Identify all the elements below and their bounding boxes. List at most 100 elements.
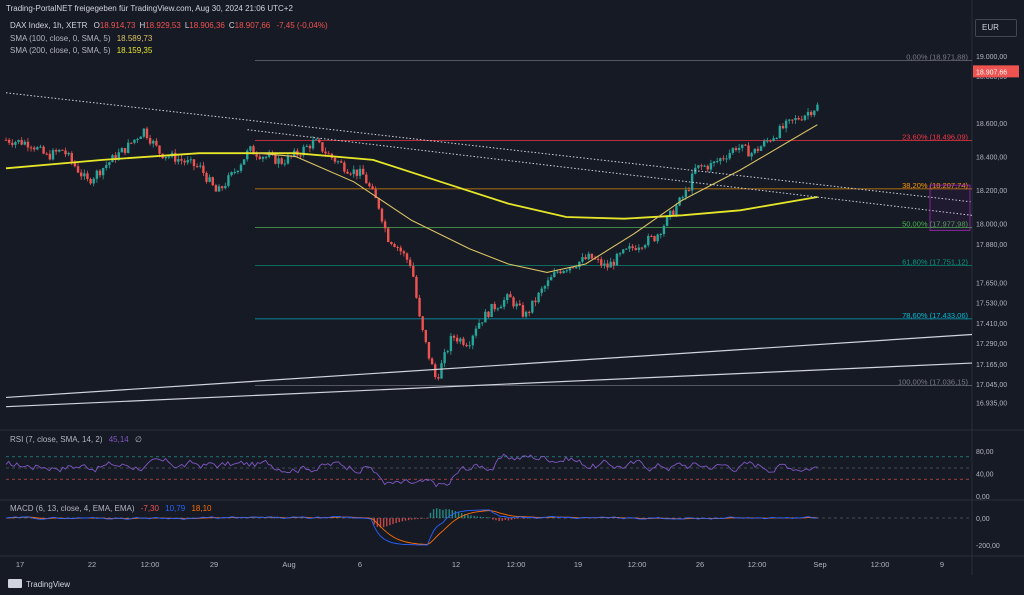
time-tick-label: 9 (940, 560, 944, 569)
currency-button[interactable]: EUR (975, 19, 1017, 37)
sma100-value: 18.589,73 (116, 34, 153, 43)
candle-body (524, 311, 528, 317)
publisher-line: Trading-PortalNET freigegeben für Tradin… (6, 4, 293, 13)
candle-body (609, 261, 612, 268)
candle-body (797, 118, 800, 120)
macd-tick-label: -200,00 (976, 543, 1000, 550)
rsi-label: RSI (7, close, SMA, 14, 2) (10, 435, 103, 444)
rsi-tick-label: 40,00 (976, 472, 994, 479)
candle-body (578, 261, 581, 268)
candle-body (152, 140, 155, 144)
candle-body (133, 139, 136, 143)
ohlc-key-C: C (228, 21, 235, 30)
time-tick-label: 12 (452, 560, 460, 569)
candle-body (665, 216, 669, 226)
time-tick-label: Aug (282, 560, 295, 569)
candle-body (437, 377, 440, 379)
candle-body (189, 159, 193, 161)
candle-body (264, 156, 268, 158)
candle-body (543, 286, 547, 289)
candle-body (236, 170, 240, 173)
candle-body (756, 148, 760, 151)
candle-body (358, 168, 362, 176)
candle-body (11, 142, 14, 145)
candle-body (816, 104, 819, 111)
price-tick-label: 17.165,00 (976, 362, 1007, 369)
macd-signal-line (5, 510, 818, 545)
candle-body (681, 197, 684, 199)
candle-body (336, 161, 340, 163)
candle-body (734, 148, 738, 151)
price-tick-label: 17.045,00 (976, 382, 1007, 389)
candle-body (800, 119, 803, 121)
candle-body (612, 261, 615, 266)
candle-body (4, 139, 8, 141)
price-tick-label: 17.530,00 (976, 301, 1007, 308)
fib-level-label: 100,00% (17.036,15) (898, 378, 969, 387)
candle-body (258, 156, 261, 159)
candle-body (352, 169, 355, 175)
candle-body (496, 308, 500, 310)
candle-body (396, 246, 399, 248)
time-tick-label: 26 (696, 560, 704, 569)
symbol-legend: DAX Index, 1h, XETR O18.914,73 H18.929,53… (10, 21, 328, 30)
candle-body (73, 161, 77, 167)
candle-body (803, 115, 807, 120)
candle-body (659, 233, 662, 235)
candle-body (806, 111, 810, 116)
candle-body (600, 259, 603, 266)
candle-body (766, 140, 769, 142)
candle-body (17, 139, 20, 142)
price-tick-label: 18.880,00 (976, 74, 1007, 81)
rsi-extra: ∅ (134, 435, 142, 444)
candle-body (562, 270, 565, 274)
candle-body (549, 277, 553, 281)
candle-body (784, 120, 788, 129)
candle-body (120, 147, 124, 153)
candle-body (809, 111, 813, 116)
candle-body (502, 300, 506, 307)
candle-body (48, 153, 52, 160)
ohlc-value-O: 18.914,73 (99, 21, 136, 30)
candle-body (58, 149, 61, 152)
candle-body (54, 150, 58, 152)
candle-body (753, 148, 756, 154)
candle-body (621, 249, 625, 254)
ohlc-value-C: 18.907,66 (234, 21, 271, 30)
last-price-label: 18.907,66 (976, 69, 1007, 76)
candle-body (405, 253, 409, 260)
candle-body (183, 160, 186, 163)
candle-body (512, 297, 515, 307)
candle-body (603, 263, 606, 266)
candle-body (690, 173, 694, 191)
candle-body (462, 338, 465, 345)
candle-body (647, 235, 650, 246)
candle-body (14, 141, 17, 145)
candle-body (703, 165, 706, 167)
candle-body (208, 177, 211, 182)
candle-body (540, 288, 543, 293)
price-tick-label: 18.000,00 (976, 222, 1007, 229)
candle-body (518, 303, 522, 306)
candle-body (205, 172, 208, 182)
candle-body (449, 335, 453, 352)
sma100-line (257, 124, 818, 273)
time-tick-label: 17 (16, 560, 24, 569)
candle-body (286, 155, 290, 164)
candle-body (715, 161, 719, 163)
candle-body (791, 119, 794, 121)
candle-body (108, 162, 111, 166)
ohlc-value-H: 18.929,53 (145, 21, 181, 30)
candle-body (709, 163, 713, 170)
candle-body (186, 160, 189, 163)
candle-body (20, 139, 23, 145)
candle-body (383, 221, 387, 229)
rsi-legend: RSI (7, close, SMA, 14, 2) 45,14 ∅ (10, 435, 142, 444)
candle-body (781, 125, 785, 129)
candle-body (308, 145, 312, 149)
candle-body (762, 140, 766, 147)
candle-body (430, 358, 434, 365)
price-change: -7,45 (-0,04%) (276, 21, 328, 30)
candle-body (299, 155, 302, 157)
